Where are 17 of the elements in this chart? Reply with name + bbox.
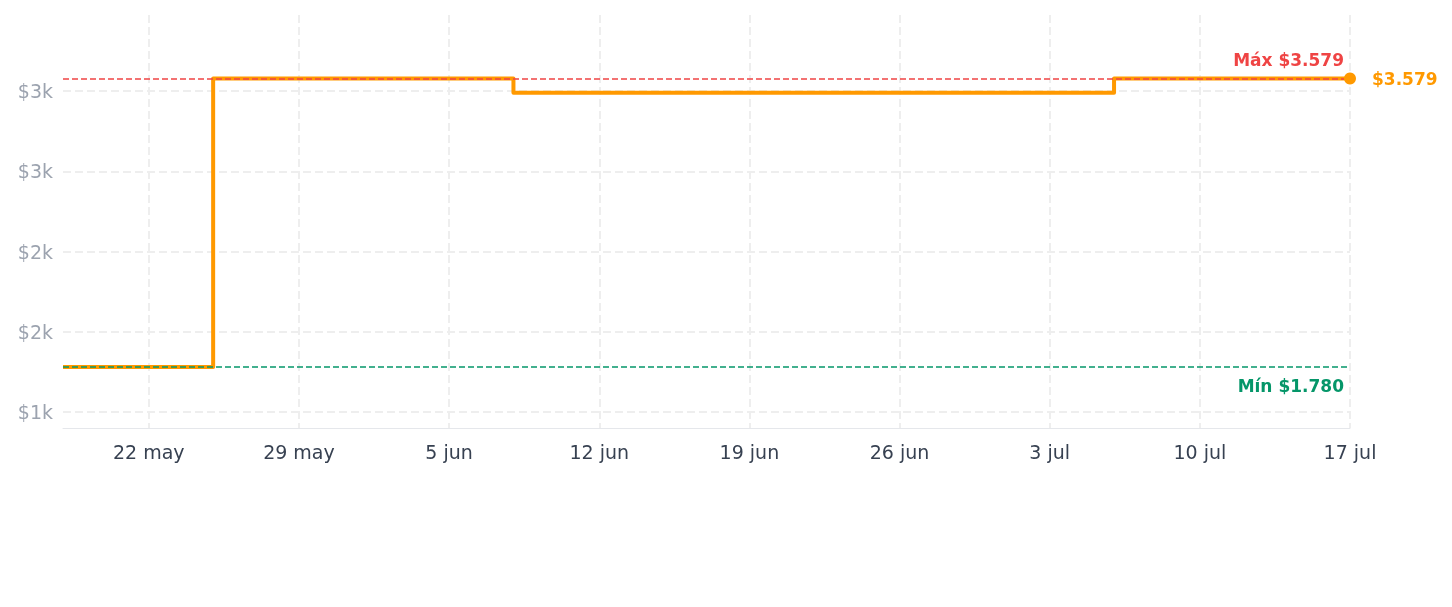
x-tick-label: 29 may xyxy=(263,440,335,463)
x-tick-label: 17 jul xyxy=(1323,440,1377,463)
ref-line-label: Mín $1.780 xyxy=(1237,375,1345,396)
annotation: $3.579 xyxy=(1372,68,1438,89)
x-tick-label: 12 jun xyxy=(569,440,630,463)
y-tick-label: $3k xyxy=(17,80,53,103)
y-tick-label: $3k xyxy=(17,160,53,183)
x-tick-label: 22 may xyxy=(112,440,185,463)
x-tick-label: 10 jul xyxy=(1173,440,1227,463)
ref-line-label: Máx $3.579 xyxy=(1233,50,1344,71)
x-tick-label: 26 jun xyxy=(869,440,930,463)
y-tick-label: $1k xyxy=(17,400,53,423)
y-tick-label: $2k xyxy=(17,240,53,263)
y-tick-label: $2k xyxy=(17,320,53,343)
x-tick-label: 5 jun xyxy=(425,440,473,463)
x-tick-label: 3 jul xyxy=(1029,440,1071,463)
x-tick-label: 19 jun xyxy=(719,440,780,463)
